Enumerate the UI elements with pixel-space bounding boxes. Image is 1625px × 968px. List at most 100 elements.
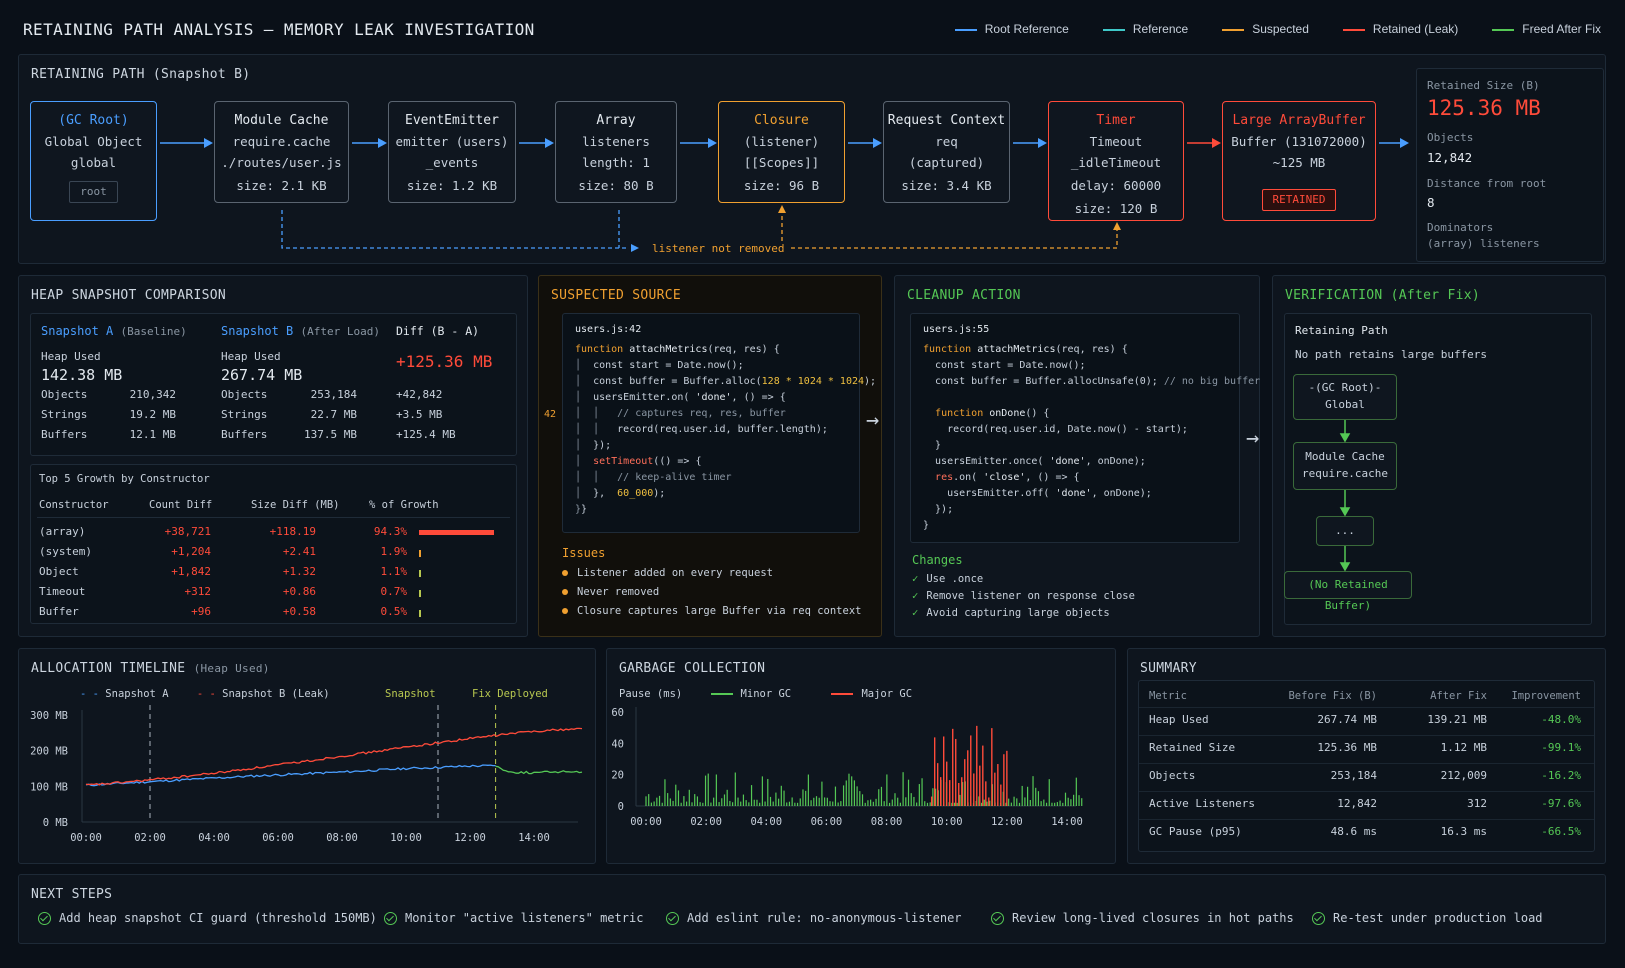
verify-node-ellipsis[interactable]: ... (1316, 516, 1374, 546)
table-row[interactable]: Buffer +96 +0.58 0.5% (31, 605, 518, 623)
root-badge: root (69, 181, 118, 203)
issue-item: Never removed (562, 586, 659, 598)
path-arrowhead (378, 138, 387, 148)
y-tick-label: 60 (612, 707, 624, 719)
page-title: RETAINING PATH ANALYSIS — MEMORY LEAK IN… (23, 20, 535, 39)
x-tick-label: 00:00 (630, 816, 662, 828)
table-row[interactable]: Retained Size 125.36 MB 1.12 MB -99.1% (1149, 741, 1581, 754)
check-icon: ✓ (912, 590, 919, 602)
check-circle-icon (384, 912, 397, 925)
y-tick-label: 40 (612, 738, 624, 750)
growth-bar (419, 590, 421, 597)
next-step-item[interactable]: Review long-lived closures in hot paths (991, 911, 1294, 925)
gc-legend: Pause (ms) Minor GC Major GC (619, 688, 913, 700)
heap-diff-value: +125.36 MB (396, 352, 493, 371)
timeline-chart: 0 MB 100 MB 200 MB 300 MB 00:00 02:00 04:00 06:… (30, 705, 583, 844)
cleanup-code: users.js:55 function attachMetrics(req, … (910, 313, 1260, 543)
path-arrowhead (545, 138, 554, 148)
table-row[interactable]: GC Pause (p95) 48.6 ms 16.3 ms -66.5% (1149, 825, 1581, 838)
table-row[interactable]: Object +1,842 +1.32 1.1% (31, 565, 518, 583)
timeline-series-snapshot-b (85, 727, 583, 786)
timeline-legend: - - Snapshot A - - Snapshot B (Leak) (80, 688, 330, 700)
legend-item: Retained (Leak) (1342, 22, 1458, 36)
verify-node-module-cache[interactable]: Module Cache require.cache (1293, 442, 1397, 490)
line-marker: 42 (544, 409, 557, 420)
y-tick-label: 0 MB (43, 817, 68, 829)
x-tick-label: 08:00 (326, 832, 358, 844)
retained-size-value: 125.36 MB (1427, 96, 1541, 120)
path-node-large-arraybuffer[interactable]: Large ArrayBuffer Buffer (131072000) ~125 … (1222, 101, 1376, 221)
retaining-path-title: RETAINING PATH (Snapshot B) (31, 67, 251, 82)
next-step-item[interactable]: Monitor "active listeners" metric (384, 911, 643, 925)
issue-item: Listener added on every request (562, 567, 773, 579)
snapshot-compare-card: Snapshot A (Baseline) Snapshot B (After … (30, 313, 517, 456)
table-row[interactable]: Timeout +312 +0.86 0.7% (31, 585, 518, 603)
x-tick-label: 06:00 (262, 832, 294, 844)
summary-table: Metric Before Fix (B) After Fix Improvement… (1138, 680, 1595, 852)
y-tick-label: 200 MB (30, 746, 68, 758)
path-node-request-context[interactable]: Request Context req (captured) size: 3.4 KB (883, 101, 1010, 203)
bullet-icon (562, 608, 568, 614)
retained-size-card: Retained Size (B) 125.36 MB Objects 12,8… (1416, 68, 1604, 262)
change-item: ✓ Avoid capturing large objects (912, 607, 1110, 619)
path-arrowhead (1038, 138, 1047, 148)
annotation-arrowhead (778, 205, 786, 213)
path-arrowhead (708, 138, 717, 148)
x-tick-label: 12:00 (454, 832, 486, 844)
growth-bar (419, 610, 421, 617)
check-icon: ✓ (912, 607, 919, 619)
x-tick-label: 10:00 (390, 832, 422, 844)
verify-node-no-buffer[interactable]: (No Retained Buffer) (1284, 571, 1412, 612)
legend-item: Freed After Fix (1492, 22, 1601, 36)
path-node-eventemitter[interactable]: EventEmitter emitter (users) _events size: … (388, 101, 516, 203)
table-row[interactable]: Active Listeners 12,842 312 -97.6% (1149, 797, 1581, 810)
annotation-arrowhead (631, 244, 639, 252)
y-tick-label: 20 (612, 770, 624, 782)
x-tick-label: 14:00 (518, 832, 550, 844)
verify-node-gc-root[interactable]: -(GC Root)- Global (1293, 374, 1397, 420)
path-node-gc-root[interactable]: (GC Root) Global Object global root (30, 101, 157, 221)
change-item: ✓ Use .once (912, 573, 984, 585)
path-node-array[interactable]: Array listeners length: 1 size: 80 B (555, 101, 677, 203)
growth-table: Top 5 Growth by Constructor Constructor C… (30, 464, 517, 624)
gc-panel: GARBAGE COLLECTION (606, 648, 1116, 864)
x-tick-label: 10:00 (931, 816, 963, 828)
table-row[interactable]: Heap Used 267.74 MB 139.21 MB -48.0% (1149, 713, 1581, 726)
retained-badge: RETAINED (1261, 189, 1337, 211)
gc-chart: 0 20 40 60 00:00 02:00 04:00 06:00 08:00 10:00 12:… (612, 707, 1083, 828)
annotation-connector (281, 210, 628, 249)
next-step-item[interactable]: Re-test under production load (1312, 911, 1543, 925)
next-step-item[interactable]: Add heap snapshot CI guard (threshold 15… (38, 911, 377, 925)
path-arrowhead (873, 138, 882, 148)
path-node-closure[interactable]: Closure (listener) [[Scopes]] size: 96 B (718, 101, 845, 203)
table-row[interactable]: Objects 253,184 212,009 -16.2% (1149, 769, 1581, 782)
x-tick-label: 02:00 (690, 816, 722, 828)
path-arrowhead (1212, 138, 1221, 148)
annotation-arrowhead (1113, 222, 1121, 230)
x-tick-label: 14:00 (1051, 816, 1083, 828)
legend: Root Reference Reference Suspected Retained… (954, 22, 1601, 36)
table-row[interactable]: (system) +1,204 +2.41 1.9% (31, 545, 518, 563)
check-circle-icon (666, 912, 679, 925)
arrow-right-icon: → (1246, 426, 1260, 451)
next-step-item[interactable]: Add eslint rule: no-anonymous-listener (666, 911, 962, 925)
path-annotation: listener not removed (648, 242, 789, 255)
growth-bar (419, 550, 421, 557)
timeline-series-snapshot-a (85, 764, 496, 787)
check-circle-icon (1312, 912, 1325, 925)
x-tick-label: 08:00 (871, 816, 903, 828)
x-tick-label: 12:00 (991, 816, 1023, 828)
next-steps-panel: NEXT STEPS (18, 874, 1606, 944)
legend-item: Reference (1102, 22, 1188, 36)
path-arrowhead (1400, 138, 1409, 148)
change-item: ✓ Remove listener on response close (912, 590, 1135, 602)
growth-bar (419, 530, 494, 535)
x-tick-label: 04:00 (198, 832, 230, 844)
path-node-module-cache[interactable]: Module Cache require.cache ./routes/user.j… (214, 101, 349, 203)
bullet-icon (562, 589, 568, 595)
legend-item: Root Reference (954, 22, 1069, 36)
table-row[interactable]: (array) +38,721 +118.19 94.3% (31, 525, 518, 543)
path-node-timer[interactable]: Timer Timeout _idleTimeout delay: 60000 size… (1048, 101, 1184, 221)
